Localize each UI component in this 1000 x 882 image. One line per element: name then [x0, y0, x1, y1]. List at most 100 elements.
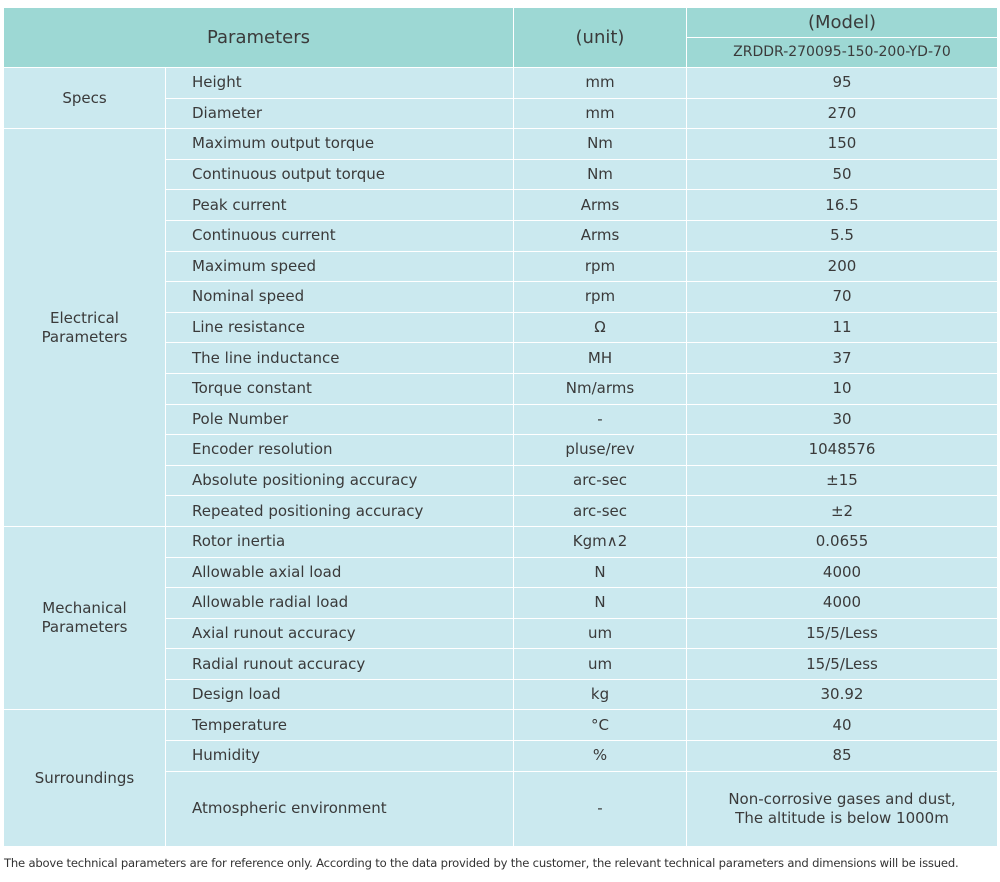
unit: mm	[513, 67, 687, 99]
unit: MH	[513, 342, 687, 374]
table-row: Atmospheric environment - Non-corrosive ga…	[4, 770, 998, 847]
param-name: Rotor inertia	[165, 525, 514, 558]
param-name: Allowable radial load	[165, 587, 514, 619]
value: 85	[686, 740, 998, 772]
unit: Kgm∧2	[513, 525, 687, 558]
value: 70	[686, 281, 998, 313]
header-model-name: ZRDDR-270095-150-200-YD-70	[686, 37, 998, 68]
param-name: The line inductance	[165, 342, 514, 374]
unit: -	[513, 770, 687, 847]
unit: um	[513, 617, 687, 650]
header-model: (Model)	[686, 7, 998, 38]
value: 40	[686, 709, 998, 742]
table-row: Electrical Parameters Maximum output torq…	[3, 128, 998, 527]
param-name: Repeated positioning accuracy	[165, 495, 514, 527]
value: 30.92	[686, 678, 998, 711]
unit: pluse/rev	[513, 434, 687, 466]
unit: N	[513, 556, 687, 589]
value: 50	[686, 158, 998, 191]
param-name: Torque constant	[165, 372, 514, 405]
group-name: Surroundings	[3, 709, 166, 847]
value: 0.0655	[686, 525, 998, 558]
table-row: Repeated positioning accuracy arc-sec ±2	[4, 495, 998, 527]
unit: Nm	[513, 158, 687, 191]
table-row: Specs Height mm 95	[3, 66, 998, 130]
unit: mm	[513, 97, 687, 130]
spec-table: Parameters (unit) (Model) ZRDDR-270095-1…	[3, 7, 998, 847]
param-name: Pole Number	[165, 403, 514, 436]
value: 11	[686, 311, 998, 344]
param-name: Nominal speed	[165, 281, 514, 313]
table-row: Diameter mm 270	[4, 97, 998, 130]
value: 37	[686, 342, 998, 374]
value: 4000	[686, 556, 998, 589]
table-row: Line resistance Ω 11	[4, 311, 998, 344]
unit: Arms	[513, 189, 687, 221]
value: 30	[686, 403, 998, 436]
unit: rpm	[513, 250, 687, 283]
table-row: Design load kg 30.92	[4, 678, 998, 711]
param-name: Continuous output torque	[165, 158, 514, 191]
table-row: Allowable radial load N 4000	[4, 587, 998, 619]
table-row: Continuous output torque Nm 50	[4, 158, 998, 191]
value: 16.5	[686, 189, 998, 221]
group-name: Electrical Parameters	[3, 128, 166, 527]
unit: °C	[513, 709, 687, 742]
table-row: Nominal speed rpm 70	[4, 281, 998, 313]
unit: N	[513, 587, 687, 619]
param-name: Allowable axial load	[165, 556, 514, 589]
unit: Ω	[513, 311, 687, 344]
param-name: Height	[165, 67, 514, 99]
param-name: Continuous current	[165, 219, 514, 252]
value: 10	[686, 372, 998, 405]
table-row: Peak current Arms 16.5	[4, 189, 998, 221]
value: 95	[686, 67, 998, 99]
param-name: Line resistance	[165, 311, 514, 344]
unit: um	[513, 648, 687, 680]
value: ±15	[686, 464, 998, 497]
table-row: Mechanical Parameters Rotor inertia Kgm∧2 0…	[3, 525, 998, 711]
unit: rpm	[513, 281, 687, 313]
param-name: Temperature	[165, 709, 514, 742]
table-row: Continuous current Arms 5.5	[4, 219, 998, 252]
header-parameters: Parameters	[3, 7, 514, 68]
unit: Arms	[513, 219, 687, 252]
table-row: Surroundings Temperature °C 40	[3, 709, 998, 847]
value: 4000	[686, 587, 998, 619]
table-row: Radial runout accuracy um 15/5/Less	[4, 648, 998, 680]
value: 270	[686, 97, 998, 130]
param-name: Encoder resolution	[165, 434, 514, 466]
value: 1048576	[686, 434, 998, 466]
param-name: Diameter	[165, 97, 514, 130]
param-name: Atmospheric environment	[165, 770, 514, 847]
unit: arc-sec	[513, 464, 687, 497]
unit: arc-sec	[513, 495, 687, 527]
unit: %	[513, 740, 687, 772]
param-name: Absolute positioning accuracy	[165, 464, 514, 497]
param-name: Peak current	[165, 189, 514, 221]
value: 150	[686, 128, 998, 160]
param-name: Radial runout accuracy	[165, 648, 514, 680]
group-name: Specs	[3, 66, 166, 130]
param-name: Humidity	[165, 740, 514, 772]
param-name: Design load	[165, 678, 514, 711]
value: 15/5/Less	[686, 648, 998, 680]
param-name: Maximum output torque	[165, 128, 514, 160]
table-row: Encoder resolution pluse/rev 1048576	[4, 434, 998, 466]
value: 15/5/Less	[686, 617, 998, 650]
header-unit: (unit)	[513, 7, 687, 68]
param-name: Maximum speed	[165, 250, 514, 283]
value: 200	[686, 250, 998, 283]
table-row: Maximum speed rpm 200	[4, 250, 998, 283]
param-name: Axial runout accuracy	[165, 617, 514, 650]
group-name: Mechanical Parameters	[3, 525, 166, 711]
value: 5.5	[686, 219, 998, 252]
unit: kg	[513, 678, 687, 711]
value: Non-corrosive gases and dust, The altitu…	[686, 770, 998, 847]
unit: Nm/arms	[513, 372, 687, 405]
footnote: The above technical parameters are for r…	[4, 856, 959, 870]
unit: -	[513, 403, 687, 436]
unit: Nm	[513, 128, 687, 160]
value: ±2	[686, 495, 998, 527]
